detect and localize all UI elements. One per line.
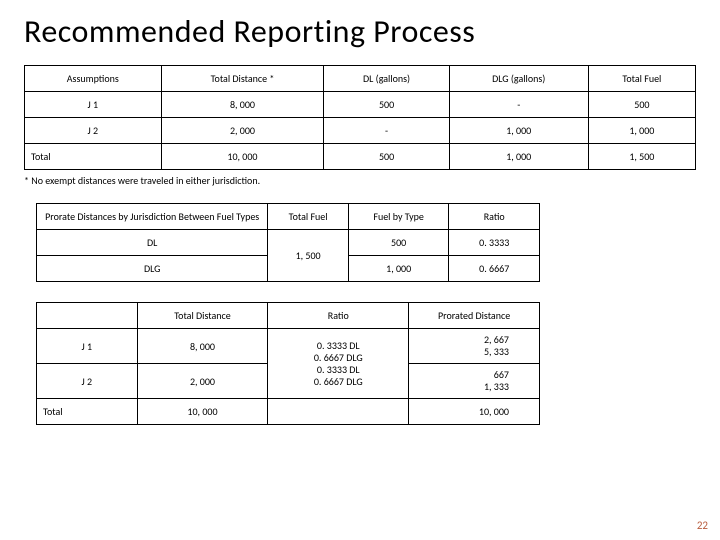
total-fuel-merged: 1, 500 — [268, 230, 348, 282]
cell: 10, 000 — [161, 144, 324, 170]
col-header: DLG (gallons) — [449, 66, 588, 92]
col-header: Total Distance * — [161, 66, 324, 92]
cell: - — [324, 118, 449, 144]
cell: 500 — [588, 92, 695, 118]
cell: 10, 000 — [409, 399, 540, 425]
table-header-row: Prorate Distances by Jurisdiction Betwee… — [37, 204, 540, 230]
cell: 500 — [324, 144, 449, 170]
cell: - — [449, 92, 588, 118]
table-row: J 1 8, 000 500 - 500 — [25, 92, 696, 118]
table-row: J 2 2, 000 - 1, 000 1, 000 — [25, 118, 696, 144]
ratio-line: 0. 3333 DL — [272, 340, 404, 352]
cell: 500 — [324, 92, 449, 118]
col-header: Fuel by Type — [348, 204, 449, 230]
table-row: Total 10, 000 500 1, 000 1, 500 — [25, 144, 696, 170]
col-header: Assumptions — [25, 66, 162, 92]
cell: 1, 500 — [588, 144, 695, 170]
col-header: Total Distance — [137, 303, 268, 329]
ratio-merged: 0. 3333 DL 0. 6667 DLG 0. 3333 DL 0. 666… — [268, 329, 409, 399]
table-row: DL 1, 500 500 0. 3333 — [37, 230, 540, 256]
cell — [268, 399, 409, 425]
cell: 1, 000 — [588, 118, 695, 144]
cell: 2, 000 — [161, 118, 324, 144]
cell: 0. 6667 — [449, 256, 540, 282]
col-header: Total Fuel — [588, 66, 695, 92]
col-header: Prorate Distances by Jurisdiction Betwee… — [37, 204, 268, 230]
cell: 0. 3333 — [449, 230, 540, 256]
cell: 1, 000 — [449, 118, 588, 144]
cell: 10, 000 — [137, 399, 268, 425]
table-header-row: Assumptions Total Distance * DL (gallons… — [25, 66, 696, 92]
cell: 1, 000 — [449, 144, 588, 170]
page-number: 22 — [697, 519, 708, 532]
cell: 1, 000 — [348, 256, 449, 282]
footnote: * No exempt distances were traveled in e… — [24, 174, 696, 187]
value-line: 1, 333 — [413, 381, 509, 393]
col-header — [37, 303, 138, 329]
cell: Total — [25, 144, 162, 170]
cell: 667 1, 333 — [409, 364, 540, 399]
assumptions-table: Assumptions Total Distance * DL (gallons… — [24, 65, 696, 170]
cell: J 1 — [25, 92, 162, 118]
col-header: Ratio — [449, 204, 540, 230]
cell: DLG — [37, 256, 268, 282]
col-header: Prorated Distance — [409, 303, 540, 329]
col-header: Ratio — [268, 303, 409, 329]
col-header: DL (gallons) — [324, 66, 449, 92]
value-line: 5, 333 — [413, 346, 509, 358]
ratio-line: 0. 6667 DLG — [272, 352, 404, 364]
cell: 2, 667 5, 333 — [409, 329, 540, 364]
ratio-line: 0. 3333 DL — [272, 364, 404, 376]
cell: J 2 — [25, 118, 162, 144]
col-header: Total Fuel — [268, 204, 348, 230]
cell: 8, 000 — [161, 92, 324, 118]
table-row: Total 10, 000 10, 000 — [37, 399, 540, 425]
ratio-line: 0. 6667 DLG — [272, 376, 404, 388]
table-row: J 1 8, 000 0. 3333 DL 0. 6667 DLG 0. 333… — [37, 329, 540, 364]
cell: 2, 000 — [137, 364, 268, 399]
cell: 8, 000 — [137, 329, 268, 364]
table-header-row: Total Distance Ratio Prorated Distance — [37, 303, 540, 329]
cell: J 2 — [37, 364, 138, 399]
cell: J 1 — [37, 329, 138, 364]
cell: 500 — [348, 230, 449, 256]
page-title: Recommended Reporting Process — [24, 12, 696, 51]
cell: Total — [37, 399, 138, 425]
prorate-table: Prorate Distances by Jurisdiction Betwee… — [36, 203, 540, 282]
cell: DL — [37, 230, 268, 256]
distance-prorate-table: Total Distance Ratio Prorated Distance J… — [36, 302, 540, 425]
